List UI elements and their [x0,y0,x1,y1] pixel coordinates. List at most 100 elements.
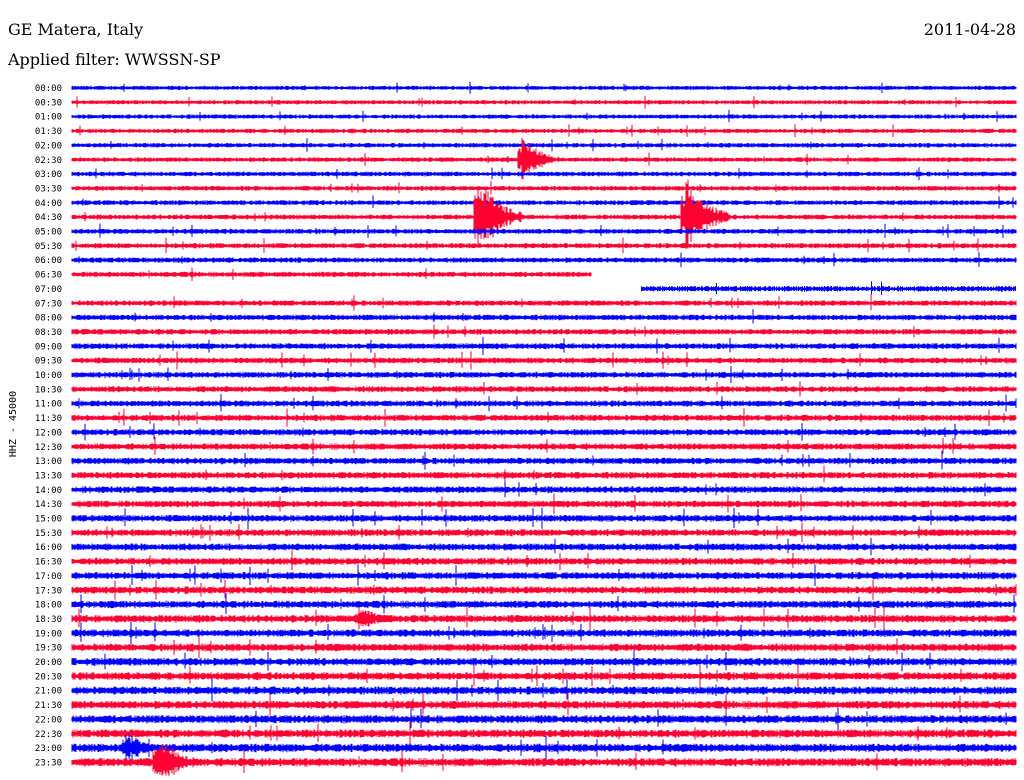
row-tick-label: 21:00 [35,687,62,697]
trace-group [71,81,1017,777]
row-tick-label: 05:30 [35,242,62,252]
trace-line [71,124,1017,138]
row-tick-label: 20:30 [35,672,62,682]
filter-label: Applied filter: WWSSN-SP [8,50,221,69]
row-tick-label: 09:00 [35,342,62,352]
trace-line [71,538,1017,556]
trace-line [71,707,1017,730]
trace-line [71,366,1017,383]
station-title: GE Matera, Italy [8,20,144,39]
row-tick-label: 11:00 [35,400,62,410]
trace-line [71,481,1017,498]
row-tick-label: 17:00 [35,572,62,582]
trace-line [71,381,1017,397]
trace-line [71,324,1017,339]
row-tick-label: 00:30 [35,98,62,108]
row-tick-label: 18:00 [35,601,62,611]
trace-line [71,81,1017,94]
row-tick-label: 15:00 [35,515,62,525]
row-tick-label: 16:30 [35,558,62,568]
trace-line [71,394,1017,412]
date-label: 2011-04-28 [923,20,1016,39]
row-tick-label: 04:30 [35,213,62,223]
row-tick-label: 13:30 [35,471,62,481]
row-tick-label: 11:30 [35,414,62,424]
row-tick-label: 16:00 [35,543,62,553]
trace-line [71,195,1017,209]
row-tick-label: 18:30 [35,615,62,625]
row-tick-label: 08:30 [35,328,62,338]
row-tick-label: 23:30 [35,758,62,768]
trace-line [71,621,1017,644]
trace-line [71,180,1017,195]
trace-line [71,223,1017,238]
trace-line [71,734,1017,760]
row-tick-label: 07:00 [35,285,62,295]
trace-line [641,281,1016,295]
row-tick-label: 00:00 [35,84,62,94]
trace-line [71,564,1017,586]
trace-line [71,593,1017,614]
row-tick-label: 03:30 [35,184,62,194]
trace-line [71,664,1017,687]
trace-line [71,351,1017,370]
trace-line [71,507,1017,529]
row-tick-label: 17:30 [35,586,62,596]
trace-line [71,252,1017,267]
trace-line [71,109,1017,123]
row-tick-label: 02:00 [35,141,62,151]
row-tick-label: 12:30 [35,443,62,453]
row-tick-label: 14:00 [35,486,62,496]
row-tick-label: 07:30 [35,299,62,309]
trace-line [71,267,592,281]
tick-label-group: 00:00 00:30 01:00 01:30 02:00 02:30 03:00 03:30… [35,84,62,768]
y-axis-label: HHZ - 45000 [8,391,19,457]
row-tick-label: 22:30 [35,730,62,740]
trace-line [71,550,1017,571]
trace-line [71,95,1017,109]
trace-line [71,636,1017,658]
trace-line [71,337,1017,355]
row-tick-label: 06:00 [35,256,62,266]
trace-line [71,294,1017,311]
trace-line [71,309,1017,324]
row-tick-label: 13:00 [35,457,62,467]
trace-line [71,408,1017,427]
trace-line [71,692,1017,716]
trace-line [71,465,1017,483]
trace-line [71,436,1017,455]
trace-line [71,137,1017,180]
row-tick-label: 20:00 [35,658,62,668]
trace-line [71,522,1017,543]
trace-line [71,138,1017,152]
row-tick-label: 10:30 [35,385,62,395]
row-tick-label: 21:30 [35,701,62,711]
row-tick-label: 19:30 [35,644,62,654]
row-tick-label: 02:30 [35,156,62,166]
row-tick-label: 19:00 [35,629,62,639]
trace-line [71,167,1017,181]
row-tick-label: 14:30 [35,500,62,510]
row-tick-label: 06:30 [35,271,62,281]
row-tick-label: 01:30 [35,127,62,137]
row-tick-label: 03:00 [35,170,62,180]
row-tick-label: 23:00 [35,744,62,754]
row-tick-label: 08:00 [35,314,62,324]
trace-line [71,237,1017,254]
trace-line [71,720,1017,745]
row-tick-label: 22:00 [35,715,62,725]
row-tick-label: 12:00 [35,428,62,438]
trace-line [71,678,1017,702]
trace-line [71,179,1017,249]
row-tick-label: 09:30 [35,357,62,367]
trace-line [71,607,1017,631]
trace-line [71,579,1017,600]
trace-line [71,744,1017,777]
trace-line [71,649,1017,672]
row-tick-label: 10:00 [35,371,62,381]
trace-line [71,450,1017,470]
row-tick-label: 04:00 [35,199,62,209]
row-tick-label: 05:00 [35,228,62,238]
row-tick-label: 01:00 [35,113,62,123]
